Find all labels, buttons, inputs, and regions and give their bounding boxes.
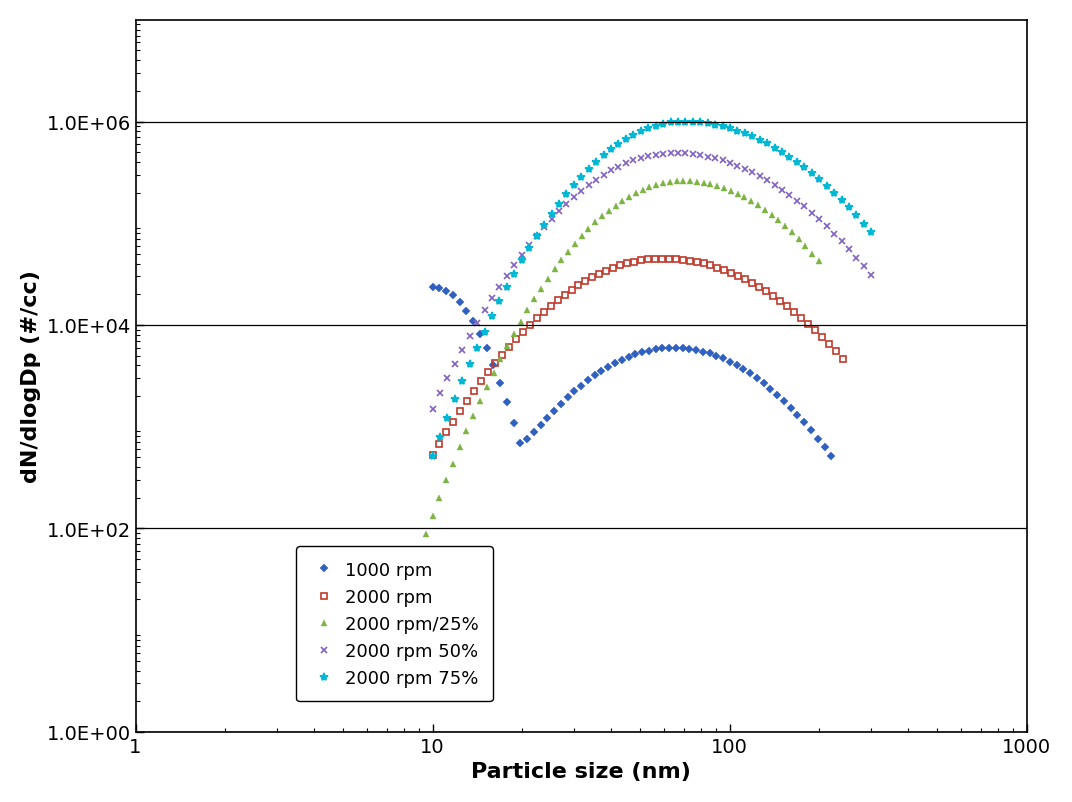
2000 rpm 75% — [709, 120, 721, 130]
2000 rpm 75% — [865, 228, 878, 237]
2000 rpm 50% — [501, 271, 513, 281]
2000 rpm 50% — [709, 154, 721, 164]
2000 rpm 50% — [538, 223, 551, 233]
2000 rpm — [836, 354, 849, 364]
1000 rpm — [554, 399, 567, 409]
2000 rpm 50% — [552, 207, 565, 217]
2000 rpm 75% — [426, 452, 438, 461]
2000 rpm — [655, 254, 668, 264]
2000 rpm 50% — [865, 271, 878, 281]
2000 rpm/25% — [676, 177, 689, 187]
Line: 1000 rpm: 1000 rpm — [430, 285, 834, 460]
1000 rpm — [824, 452, 837, 462]
2000 rpm/25% — [480, 383, 493, 392]
2000 rpm 75% — [552, 200, 565, 209]
2000 rpm 75% — [501, 283, 513, 293]
Line: 2000 rpm: 2000 rpm — [429, 256, 846, 460]
2000 rpm/25% — [413, 549, 426, 558]
2000 rpm/25% — [515, 318, 527, 327]
2000 rpm — [545, 302, 557, 311]
1000 rpm — [426, 282, 438, 292]
2000 rpm — [690, 257, 703, 267]
1000 rpm — [676, 344, 689, 354]
2000 rpm 75% — [567, 181, 580, 191]
Line: 2000 rpm/25%: 2000 rpm/25% — [416, 178, 822, 557]
1000 rpm — [562, 393, 575, 403]
Line: 2000 rpm 75%: 2000 rpm 75% — [429, 118, 876, 460]
2000 rpm — [426, 451, 438, 460]
2000 rpm/25% — [541, 275, 554, 285]
2000 rpm/25% — [548, 265, 561, 275]
1000 rpm — [527, 428, 540, 438]
2000 rpm 50% — [567, 193, 580, 203]
Line: 2000 rpm 50%: 2000 rpm 50% — [429, 151, 875, 413]
2000 rpm — [559, 290, 571, 300]
2000 rpm — [495, 350, 508, 360]
2000 rpm 50% — [426, 404, 438, 414]
1000 rpm — [494, 379, 507, 388]
2000 rpm/25% — [527, 295, 540, 305]
2000 rpm 50% — [671, 149, 684, 159]
2000 rpm 75% — [679, 118, 691, 128]
2000 rpm/25% — [813, 257, 825, 267]
X-axis label: Particle size (nm): Particle size (nm) — [471, 761, 691, 781]
2000 rpm/25% — [664, 178, 676, 188]
2000 rpm — [531, 314, 544, 323]
2000 rpm 75% — [575, 173, 587, 183]
Y-axis label: dN/dlogDp (#/cc): dN/dlogDp (#/cc) — [20, 270, 41, 483]
1000 rpm — [541, 414, 554, 423]
2000 rpm 75% — [538, 221, 551, 230]
Legend: 1000 rpm, 2000 rpm, 2000 rpm/25%, 2000 rpm 50%, 2000 rpm 75%: 1000 rpm, 2000 rpm, 2000 rpm/25%, 2000 r… — [296, 547, 493, 702]
2000 rpm — [565, 286, 578, 295]
2000 rpm 50% — [575, 187, 587, 196]
